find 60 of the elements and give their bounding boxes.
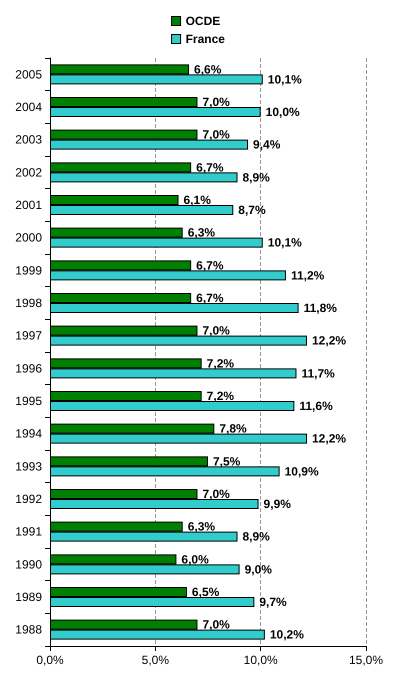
data-label: 7,0% (202, 487, 230, 501)
y-tick-label: 2002 (15, 165, 42, 180)
data-label: 6,7% (196, 258, 224, 272)
x-tick-label: 10,0% (244, 653, 278, 667)
data-label: 7,8% (219, 422, 247, 436)
x-tick-label: 0,0% (36, 653, 64, 667)
data-label: 10,1% (268, 236, 302, 250)
y-tick-label: 1994 (15, 426, 42, 441)
y-tick-label: 1991 (15, 524, 42, 539)
data-label: 11,6% (299, 399, 334, 413)
data-label: 12,2% (312, 432, 346, 446)
y-tick-label: 1993 (15, 459, 42, 474)
x-tick-label: 5,0% (142, 653, 170, 667)
y-tick-label: 1999 (15, 263, 42, 278)
data-label: 6,3% (188, 226, 216, 240)
data-label: 8,9% (242, 530, 270, 544)
data-label: 7,0% (202, 128, 230, 142)
y-tick-label: 1996 (15, 361, 42, 376)
data-label: 11,2% (290, 268, 325, 282)
data-label: 10,0% (266, 105, 300, 119)
data-label: 8,9% (242, 170, 270, 184)
data-label: 6,3% (188, 520, 216, 534)
data-label: 9,7% (259, 595, 288, 609)
y-tick-label: 2003 (15, 132, 42, 147)
data-label: 6,7% (196, 160, 224, 174)
legend-label: OCDE (186, 14, 220, 28)
x-tick-label: 15,0% (348, 653, 384, 667)
data-label: 6,7% (196, 291, 224, 305)
y-tick-label: 1992 (15, 492, 42, 506)
data-label: 11,7% (301, 366, 336, 380)
y-tick-label: 2000 (15, 230, 42, 245)
data-label: 10,2% (270, 628, 304, 642)
data-label: 6,5% (192, 585, 220, 599)
legend-label: France (186, 32, 226, 46)
y-tick-label: 1990 (15, 557, 42, 572)
data-label: 10,1% (268, 72, 302, 86)
data-label: 9,4% (253, 138, 281, 152)
y-tick-label: 1995 (15, 394, 42, 408)
data-label: 9,0% (244, 562, 272, 576)
y-tick-label: 2005 (15, 67, 42, 82)
data-label: 7,0% (202, 324, 230, 338)
data-label: 9,9% (264, 497, 292, 511)
data-label: 6,0% (181, 552, 210, 566)
data-label: 7,0% (202, 618, 230, 632)
y-tick-label: 1997 (15, 328, 42, 343)
y-tick-label: 1998 (15, 296, 42, 310)
data-label: 7,0% (202, 95, 230, 109)
data-label: 7,2% (206, 389, 234, 403)
y-tick-label: 1988 (15, 622, 42, 637)
data-label: 7,5% (213, 454, 241, 468)
data-label: 10,9% (284, 464, 319, 478)
y-tick-label: 2004 (15, 100, 42, 114)
data-label: 6,1% (184, 193, 212, 207)
data-label: 7,2% (206, 356, 234, 370)
data-label: 11,8% (304, 301, 338, 315)
data-label: 8,7% (238, 203, 266, 217)
y-tick-label: 2001 (15, 198, 42, 212)
data-label: 6,6% (194, 62, 222, 76)
data-label: 12,2% (312, 334, 346, 348)
y-tick-label: 1989 (15, 590, 42, 604)
